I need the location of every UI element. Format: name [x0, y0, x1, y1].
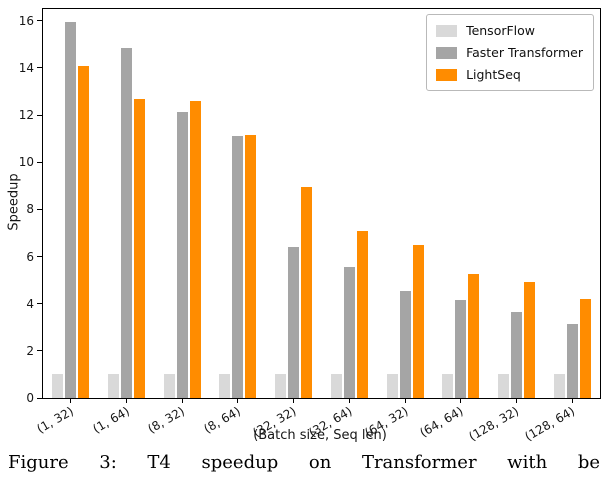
bar-faster-transformer--1-32- [65, 21, 77, 398]
x-axis-label: (Batch size, Seq len) [253, 428, 387, 443]
legend-item-lightseq: LightSeq [436, 67, 583, 82]
bar-faster-transformer--64-64- [455, 300, 467, 398]
bar-lightseq--64-64- [468, 274, 480, 398]
legend-swatch-lightseq [436, 68, 458, 81]
x-tick-label: (1, 32) [34, 404, 76, 437]
figure-caption: Figure 3: T4 speedup on Transformer with… [8, 452, 600, 473]
bar-lightseq--8-32- [189, 100, 201, 398]
legend-item-tensorflow: TensorFlow [436, 23, 583, 38]
x-tick-label: (1, 64) [90, 404, 132, 437]
y-tick-mark [37, 208, 43, 210]
figure: Speedup TensorFlow Faster Transformer Ligh… [6, 8, 601, 444]
y-tick-label: 14 [18, 60, 34, 75]
x-tick-label: (64, 64) [417, 404, 466, 440]
bar-faster-transformer--128-32- [510, 311, 522, 398]
legend-label-faster-transformer: Faster Transformer [466, 45, 583, 60]
x-tick-label: (128, 32) [466, 404, 522, 444]
x-tick-mark [404, 398, 406, 403]
bar-lightseq--1-64- [134, 98, 146, 398]
bar-faster-transformer--1-64- [121, 47, 133, 398]
bar-tensorflow--32-64- [330, 374, 342, 398]
bar-lightseq--1-32- [78, 65, 90, 398]
x-tick-mark [571, 398, 573, 403]
bar-tensorflow--64-32- [386, 374, 398, 398]
legend-label-lightseq: LightSeq [466, 67, 521, 82]
y-tick-label: 10 [18, 155, 34, 170]
x-tick-mark [237, 398, 239, 403]
y-tick-label: 8 [26, 202, 34, 217]
bar-faster-transformer--8-64- [232, 136, 244, 398]
y-tick-mark [37, 256, 43, 258]
bar-tensorflow--64-64- [442, 374, 454, 398]
y-tick-label: 12 [18, 108, 34, 123]
bar-tensorflow--128-64- [553, 374, 565, 398]
bar-lightseq--128-64- [579, 298, 591, 398]
x-tick-mark [348, 398, 350, 403]
y-tick-label: 2 [26, 343, 34, 358]
bar-faster-transformer--128-64- [566, 323, 578, 398]
x-tick-mark [515, 398, 517, 403]
x-tick-label: (8, 64) [201, 404, 243, 437]
legend-swatch-tensorflow [436, 24, 458, 37]
plot-area: TensorFlow Faster Transformer LightSeq 0 2 4… [19, 8, 601, 444]
bar-faster-transformer--32-64- [343, 267, 355, 398]
legend-label-tensorflow: TensorFlow [466, 23, 536, 38]
x-tick-mark [460, 398, 462, 403]
y-tick-mark [37, 114, 43, 116]
y-tick-mark [37, 20, 43, 22]
x-tick-label: (128, 64) [522, 404, 578, 444]
bar-faster-transformer--64-32- [399, 290, 411, 398]
legend-swatch-faster-transformer [436, 46, 458, 59]
bar-lightseq--64-32- [412, 244, 424, 398]
bar-tensorflow--1-64- [108, 374, 120, 398]
y-tick-mark [37, 303, 43, 305]
y-tick-mark [37, 350, 43, 352]
x-tick-mark [293, 398, 295, 403]
bar-tensorflow--8-32- [163, 374, 175, 398]
y-tick-label: 6 [26, 249, 34, 264]
bar-faster-transformer--32-32- [288, 247, 300, 398]
y-tick-label: 0 [26, 391, 34, 405]
bar-lightseq--128-32- [523, 282, 535, 398]
bar-tensorflow--1-32- [52, 374, 64, 398]
y-tick-mark [37, 161, 43, 163]
legend-item-faster-transformer: Faster Transformer [436, 45, 583, 60]
x-tick-mark [126, 398, 128, 403]
x-tick-label: (8, 32) [145, 404, 188, 437]
y-tick-mark [37, 397, 43, 399]
bar-tensorflow--8-64- [219, 374, 231, 398]
bar-faster-transformer--8-32- [176, 111, 188, 398]
bar-lightseq--32-64- [356, 230, 368, 398]
y-tick-mark [37, 67, 43, 69]
x-tick-mark [181, 398, 183, 403]
bar-tensorflow--32-32- [275, 374, 287, 398]
x-tick-mark [70, 398, 72, 403]
y-axis-label: Speedup [6, 173, 22, 231]
bar-tensorflow--128-32- [497, 374, 509, 398]
bar-lightseq--32-32- [301, 187, 313, 398]
y-tick-label: 4 [26, 296, 34, 311]
legend: TensorFlow Faster Transformer LightSeq [426, 14, 594, 91]
bar-lightseq--8-64- [245, 135, 257, 398]
y-tick-label: 16 [18, 13, 34, 28]
